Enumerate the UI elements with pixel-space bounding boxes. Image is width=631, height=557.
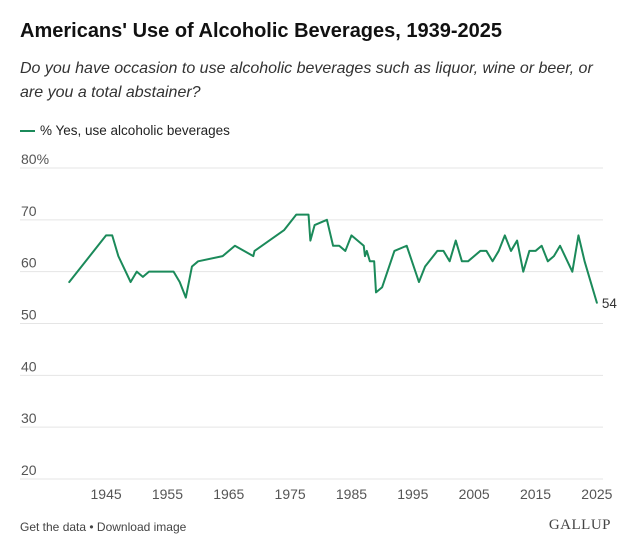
data-point-1994[interactable]	[404, 243, 409, 248]
data-point-1981[interactable]	[324, 217, 329, 222]
chart-title: Americans' Use of Alcoholic Beverages, 1…	[20, 20, 503, 42]
y-tick-label-50: 50	[21, 307, 37, 323]
data-point-1984[interactable]	[343, 248, 348, 253]
data-point-2006[interactable]	[478, 248, 483, 253]
y-tick-label-20: 20	[21, 462, 37, 478]
data-point-1939[interactable]	[67, 280, 72, 285]
data-point-1989[interactable]	[374, 290, 379, 295]
y-tick-label-60: 60	[21, 255, 37, 271]
footer-links: Get the data • Download image	[20, 520, 186, 534]
data-point-2014[interactable]	[527, 248, 532, 253]
y-axis-ticks: 20 30 40 50 60 70 80%	[21, 151, 49, 478]
data-point-1959[interactable]	[189, 264, 194, 269]
data-point-1960[interactable]	[196, 259, 201, 264]
data-point-1964[interactable]	[220, 254, 225, 259]
data-point-1947[interactable]	[116, 254, 121, 259]
download-image-link[interactable]: Download image	[96, 520, 187, 534]
gallup-logo: GALLUP	[548, 517, 611, 533]
data-point-1949[interactable]	[128, 280, 133, 285]
data-point-2001[interactable]	[447, 259, 452, 264]
data-point-1996[interactable]	[416, 280, 421, 285]
data-point-1979[interactable]	[312, 223, 317, 228]
data-point-2015[interactable]	[533, 248, 538, 253]
chart-subtitle: Do you have occasion to use alcoholic be…	[20, 60, 593, 101]
data-point-2000[interactable]	[441, 248, 446, 253]
data-point-2003[interactable]	[459, 259, 464, 264]
data-point-2007[interactable]	[484, 248, 489, 253]
data-point-2022[interactable]	[576, 233, 581, 238]
x-tick-label-1995: 1995	[397, 486, 428, 502]
data-point-1988.7[interactable]	[372, 259, 377, 264]
data-point-1978.3[interactable]	[308, 238, 313, 243]
data-point-2012[interactable]	[515, 238, 520, 243]
data-point-1952[interactable]	[147, 269, 152, 274]
data-point-2009[interactable]	[496, 248, 501, 253]
data-point-1951[interactable]	[140, 274, 145, 279]
data-point-2011[interactable]	[508, 248, 513, 253]
data-point-1987.5[interactable]	[364, 248, 369, 253]
data-point-1956[interactable]	[171, 269, 176, 274]
data-point-2013[interactable]	[521, 269, 526, 274]
data-point-1969.2[interactable]	[252, 248, 257, 253]
get-data-link[interactable]: Get the data	[20, 520, 87, 534]
end-value-label: 54	[602, 296, 618, 311]
gridlines	[20, 167, 603, 480]
data-point-1958[interactable]	[183, 295, 188, 300]
x-tick-label-1985: 1985	[336, 486, 367, 502]
data-point-2023[interactable]	[582, 259, 587, 264]
data-point-1969[interactable]	[251, 254, 256, 259]
series-line-0	[68, 213, 598, 304]
x-tick-label-1955: 1955	[152, 486, 183, 502]
x-tick-label-1975: 1975	[275, 486, 306, 502]
data-point-2019[interactable]	[558, 243, 563, 248]
data-point-1990[interactable]	[380, 285, 385, 290]
data-point-1978[interactable]	[306, 212, 311, 217]
y-tick-label-40: 40	[21, 358, 37, 374]
x-tick-label-2015: 2015	[520, 486, 551, 502]
data-point-1950[interactable]	[134, 269, 139, 274]
data-point-2008[interactable]	[490, 259, 495, 264]
data-point-2016[interactable]	[539, 243, 544, 248]
data-point-1985[interactable]	[349, 233, 354, 238]
data-point-1982[interactable]	[331, 243, 336, 248]
legend: % Yes, use alcoholic beverages	[20, 123, 230, 138]
x-axis-ticks: 1945 1955 1965 1975 1985 1995 2005 2015 2025	[91, 486, 613, 502]
data-point-1999[interactable]	[435, 248, 440, 253]
series-layer: 54	[67, 212, 618, 311]
x-tick-label-1965: 1965	[213, 486, 244, 502]
data-point-1966[interactable]	[232, 243, 237, 248]
x-tick-label-2025: 2025	[581, 486, 612, 502]
data-point-1992[interactable]	[392, 248, 397, 253]
data-point-1957[interactable]	[177, 280, 182, 285]
legend-label: % Yes, use alcoholic beverages	[40, 123, 230, 138]
data-point-1997[interactable]	[423, 264, 428, 269]
data-point-2024[interactable]	[588, 280, 593, 285]
footer-separator: •	[86, 520, 97, 534]
legend-swatch	[20, 129, 35, 132]
y-tick-label-70: 70	[21, 203, 37, 219]
data-point-2017[interactable]	[545, 259, 550, 264]
data-point-1987[interactable]	[361, 243, 366, 248]
data-point-2021[interactable]	[570, 269, 575, 274]
y-tick-label-30: 30	[21, 410, 37, 426]
x-tick-label-2005: 2005	[459, 486, 490, 502]
data-point-1987.2[interactable]	[362, 254, 367, 259]
data-point-2025[interactable]	[594, 300, 599, 305]
data-point-1945[interactable]	[104, 233, 109, 238]
data-point-1974[interactable]	[281, 228, 286, 233]
data-point-1976[interactable]	[294, 212, 299, 217]
data-point-1983[interactable]	[337, 243, 342, 248]
data-point-2004[interactable]	[466, 259, 471, 264]
x-tick-label-1945: 1945	[91, 486, 122, 502]
data-point-2010[interactable]	[502, 233, 507, 238]
data-point-2018[interactable]	[551, 254, 556, 259]
y-tick-label-80: 80%	[21, 151, 49, 167]
data-point-1946[interactable]	[110, 233, 115, 238]
data-point-2002[interactable]	[453, 238, 458, 243]
data-point-1988[interactable]	[367, 259, 372, 264]
